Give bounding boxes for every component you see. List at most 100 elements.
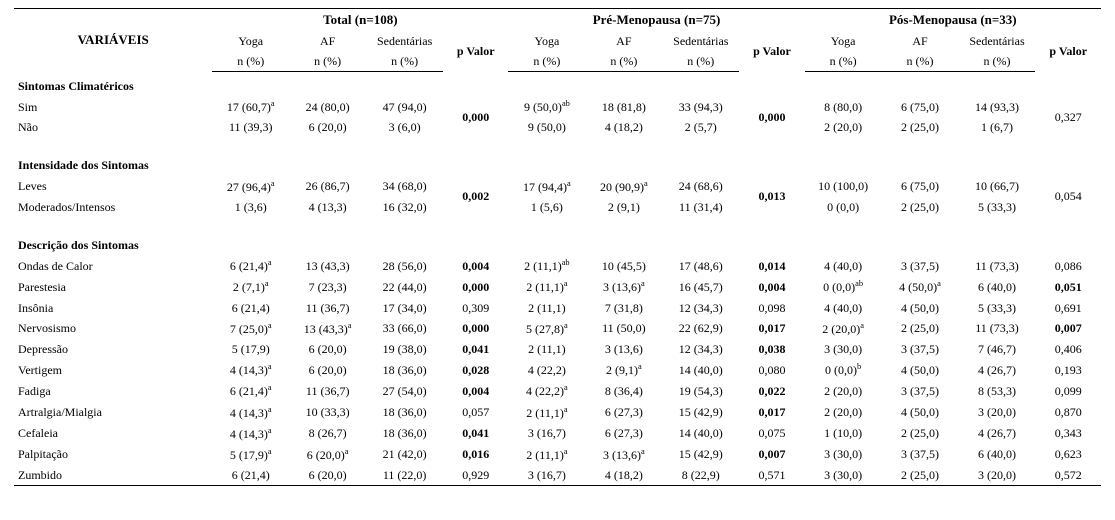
cell: 14 (93,3)	[959, 96, 1036, 117]
cell: 3 (13,6)a	[585, 444, 662, 465]
cell: 6 (20,0)a	[289, 444, 366, 465]
cell: 7 (25,0)a	[212, 318, 289, 339]
pvalor-2: p Valor	[1035, 31, 1101, 72]
cell: 13 (43,3)a	[289, 318, 366, 339]
cell: 18 (36,0)	[366, 402, 443, 423]
cell: 3 (20,0)	[959, 402, 1036, 423]
p-value: 0,038	[739, 339, 804, 359]
cell: 4 (14,3)a	[212, 423, 289, 444]
cell: 18 (81,8)	[585, 96, 662, 117]
cell: 24 (68,6)	[662, 176, 739, 197]
cell: 47 (94,0)	[366, 96, 443, 117]
sub-yoga-2: Yoga	[805, 31, 882, 51]
p-value: 0,004	[443, 380, 508, 401]
cell: 6 (21,4)a	[212, 255, 289, 276]
p-value: 0,075	[739, 423, 804, 444]
cell: 6 (27,3)	[585, 402, 662, 423]
data-table: VARIÁVEIS Total (n=108) Pré-Menopausa (n…	[14, 8, 1101, 486]
cell: 5 (33,3)	[959, 298, 1036, 318]
cell: 3 (37,5)	[882, 255, 959, 276]
cell: 34 (68,0)	[366, 176, 443, 197]
cell: 15 (42,9)	[662, 402, 739, 423]
p-value: 0,004	[739, 276, 804, 297]
p-value: 0,327	[1035, 96, 1101, 137]
cell: 11 (22,0)	[366, 465, 443, 486]
cell: 9 (50,0)	[508, 117, 585, 137]
row-label: Leves	[14, 176, 212, 197]
cell: 4 (22,2)	[508, 359, 585, 380]
cell: 3 (20,0)	[959, 465, 1036, 486]
cell: 11 (36,7)	[289, 298, 366, 318]
p-value: 0,007	[1035, 318, 1101, 339]
cell: 3 (13,6)a	[585, 276, 662, 297]
row-label: Artralgia/Mialgia	[14, 402, 212, 423]
cell: 2 (5,7)	[662, 117, 739, 137]
cell: 10 (45,5)	[585, 255, 662, 276]
cell: 2 (11,1)ab	[508, 255, 585, 276]
row-label: Fadiga	[14, 380, 212, 401]
cell: 22 (44,0)	[366, 276, 443, 297]
p-value: 0,057	[443, 402, 508, 423]
cell: 4 (18,2)	[585, 117, 662, 137]
cell: 7 (31,8)	[585, 298, 662, 318]
header-group-total: Total (n=108)	[212, 9, 508, 31]
sub-sed-0: Sedentárias	[366, 31, 443, 51]
cell: 5 (17,9)	[212, 339, 289, 359]
cell: 8 (36,4)	[585, 380, 662, 401]
cell: 33 (94,3)	[662, 96, 739, 117]
cell: 3 (37,5)	[882, 339, 959, 359]
cell: 2 (20,0)	[805, 402, 882, 423]
row-label: Vertigem	[14, 359, 212, 380]
cell: 8 (80,0)	[805, 96, 882, 117]
p-value: 0,623	[1035, 444, 1101, 465]
row-label: Moderados/Intensos	[14, 197, 212, 217]
p-value: 0,007	[739, 444, 804, 465]
cell: 6 (20,0)	[289, 339, 366, 359]
cell: 2 (11,1)a	[508, 444, 585, 465]
sub-af-1: AF	[585, 31, 662, 51]
cell: 12 (34,3)	[662, 339, 739, 359]
row-label: Parestesia	[14, 276, 212, 297]
section-title: Intensidade dos Sintomas	[14, 151, 1101, 175]
cell: 4 (18,2)	[585, 465, 662, 486]
p-value: 0,004	[443, 255, 508, 276]
cell: 4 (14,3)a	[212, 359, 289, 380]
cell: 6 (40,0)	[959, 444, 1036, 465]
cell: 0 (0,0)b	[805, 359, 882, 380]
cell: 6 (21,4)	[212, 465, 289, 486]
row-label: Nervosismo	[14, 318, 212, 339]
cell: 2 (25,0)	[882, 318, 959, 339]
p-value: 0,000	[443, 318, 508, 339]
cell: 9 (50,0)ab	[508, 96, 585, 117]
cell: 19 (54,3)	[662, 380, 739, 401]
cell: 11 (39,3)	[212, 117, 289, 137]
cell: 3 (37,5)	[882, 444, 959, 465]
cell: 6 (21,4)	[212, 298, 289, 318]
p-value: 0,041	[443, 339, 508, 359]
sub-af-0: AF	[289, 31, 366, 51]
cell: 4 (50,0)	[882, 359, 959, 380]
cell: 1 (3,6)	[212, 197, 289, 217]
cell: 8 (22,9)	[662, 465, 739, 486]
cell: 10 (33,3)	[289, 402, 366, 423]
cell: 14 (40,0)	[662, 423, 739, 444]
p-value: 0,099	[1035, 380, 1101, 401]
cell: 3 (6,0)	[366, 117, 443, 137]
p-value: 0,870	[1035, 402, 1101, 423]
row-label: Sim	[14, 96, 212, 117]
cell: 22 (62,9)	[662, 318, 739, 339]
cell: 18 (36,0)	[366, 423, 443, 444]
sub-sed-1: Sedentárias	[662, 31, 739, 51]
cell: 3 (16,7)	[508, 423, 585, 444]
cell: 2 (7,1)a	[212, 276, 289, 297]
cell: 4 (50,0)	[882, 298, 959, 318]
npct-2-1: n (%)	[882, 51, 959, 72]
row-label: Cefaleia	[14, 423, 212, 444]
cell: 4 (40,0)	[805, 298, 882, 318]
cell: 4 (26,7)	[959, 423, 1036, 444]
cell: 2 (25,0)	[882, 423, 959, 444]
cell: 3 (37,5)	[882, 380, 959, 401]
sub-yoga-0: Yoga	[212, 31, 289, 51]
cell: 11 (50,0)	[585, 318, 662, 339]
sub-yoga-1: Yoga	[508, 31, 585, 51]
